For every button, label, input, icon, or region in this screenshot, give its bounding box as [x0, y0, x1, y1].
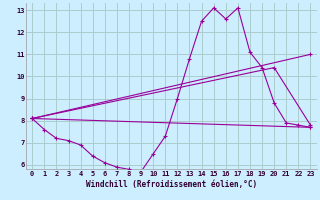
X-axis label: Windchill (Refroidissement éolien,°C): Windchill (Refroidissement éolien,°C): [86, 180, 257, 189]
